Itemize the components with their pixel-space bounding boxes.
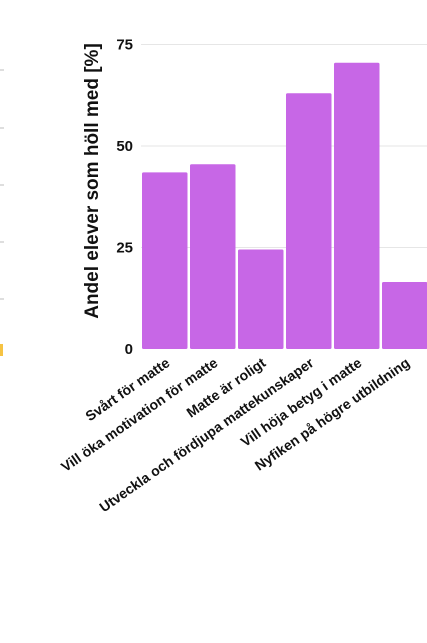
bar — [334, 62, 380, 350]
bars — [142, 62, 427, 350]
y-tick-label: 25 — [116, 240, 133, 257]
y-tick-label: 0 — [125, 341, 133, 358]
y-axis-title: Andel elever som höll med [%] — [82, 43, 103, 319]
y-tick-label: 75 — [116, 37, 133, 54]
bar — [382, 282, 427, 349]
edge-accent-mark — [0, 344, 3, 356]
bar — [142, 172, 188, 349]
bar — [286, 93, 332, 349]
bar — [190, 164, 236, 349]
bar — [238, 249, 284, 349]
y-tick-label: 50 — [116, 138, 133, 155]
y-tick-labels: 0 25 50 75 — [116, 37, 133, 359]
left-edge-fragments — [0, 69, 4, 356]
